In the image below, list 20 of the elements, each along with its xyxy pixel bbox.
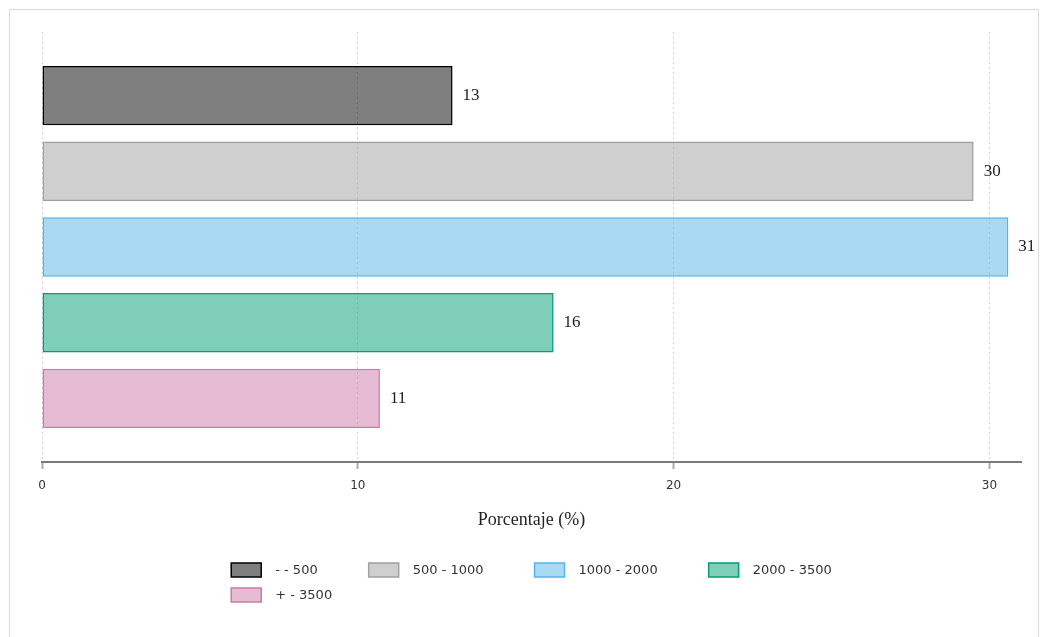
data-label: 13 — [462, 85, 480, 105]
x-tick-label: 20 — [665, 478, 682, 493]
legend-label: 2000 - 3500 — [752, 562, 832, 578]
x-tick-label: 30 — [981, 478, 998, 493]
legend-label: 500 - 1000 — [412, 562, 484, 578]
legend-label: 1000 - 2000 — [578, 562, 658, 578]
data-label: 16 — [563, 312, 581, 332]
x-tick-label: 0 — [38, 478, 46, 493]
x-tick-label: 10 — [350, 478, 366, 493]
bar — [42, 65, 453, 126]
bar — [42, 292, 554, 353]
data-label: 30 — [983, 160, 1001, 180]
data-label: 31 — [1018, 236, 1036, 256]
bar — [42, 141, 974, 202]
bar — [42, 368, 380, 429]
data-label: 11 — [389, 387, 407, 407]
x-axis-title: Porcentaje (%) — [477, 508, 586, 530]
bar — [44, 218, 1007, 276]
legend-label: - - 500 — [275, 562, 318, 578]
legend-label: + - 3500 — [275, 587, 333, 603]
